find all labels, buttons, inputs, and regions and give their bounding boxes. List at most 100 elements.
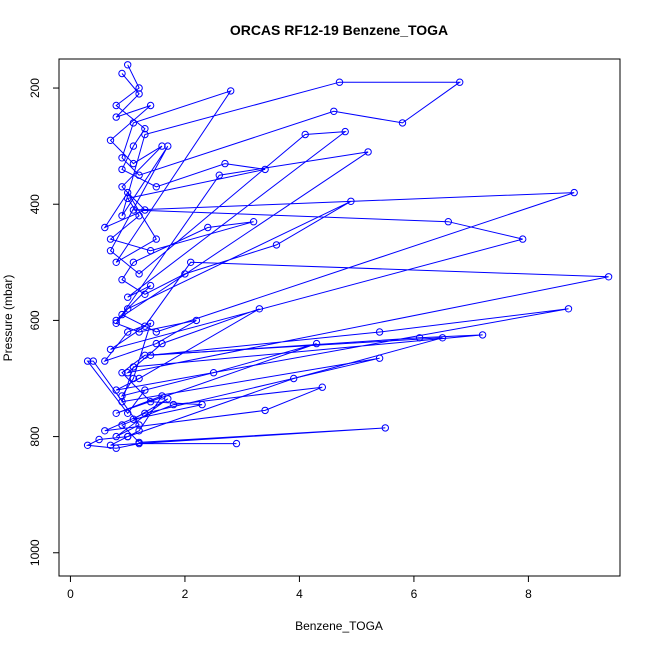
- y-tick-label: 1000: [28, 539, 42, 566]
- data-point: [192, 316, 201, 325]
- data-point: [141, 386, 149, 394]
- y-tick-label: 800: [28, 426, 42, 446]
- y-axis-label: Pressure (mbar): [1, 275, 15, 362]
- data-point: [141, 290, 149, 298]
- data-point: [169, 400, 178, 409]
- data-point: [141, 130, 149, 139]
- data-point: [124, 432, 132, 441]
- data-point: [89, 357, 98, 365]
- data-point: [118, 183, 126, 191]
- data-point: [135, 212, 143, 220]
- x-tick-label: 2: [182, 587, 189, 601]
- data-point: [335, 78, 344, 86]
- data-point: [124, 328, 132, 336]
- data-point: [187, 258, 195, 266]
- data-point: [95, 435, 103, 444]
- y-tick-label: 400: [28, 194, 42, 214]
- data-point: [164, 395, 172, 403]
- data-point: [112, 444, 120, 452]
- data-point: [106, 235, 115, 243]
- data-point: [112, 258, 120, 266]
- data-point: [141, 125, 149, 133]
- data-point: [519, 235, 527, 243]
- data-point: [570, 188, 578, 197]
- data-point: [129, 159, 138, 168]
- data-point: [106, 247, 115, 255]
- data-point: [118, 421, 126, 429]
- data-point: [118, 154, 126, 162]
- data-point: [272, 241, 281, 249]
- data-point: [124, 188, 132, 197]
- plot-area: [83, 61, 613, 452]
- data-point: [198, 400, 206, 409]
- data-point: [135, 328, 143, 336]
- data-point: [146, 101, 155, 110]
- data-point: [135, 421, 143, 429]
- data-point: [261, 165, 269, 174]
- data-point: [398, 119, 407, 127]
- data-point: [261, 406, 269, 415]
- x-tick-label: 0: [67, 587, 74, 601]
- data-point: [112, 101, 120, 110]
- data-point: [456, 78, 464, 86]
- data-point: [118, 276, 126, 284]
- x-tick-label: 4: [296, 587, 303, 601]
- data-point: [118, 165, 126, 174]
- data-point: [124, 305, 132, 313]
- x-tick-label: 6: [411, 587, 418, 601]
- data-point: [101, 427, 109, 435]
- chart-title: ORCAS RF12-19 Benzene_TOGA: [230, 22, 448, 38]
- data-point: [341, 127, 349, 136]
- data-point: [227, 87, 235, 95]
- data-point: [118, 369, 126, 377]
- y-axis: 200 400 600 800 1000: [28, 78, 60, 566]
- data-point: [124, 293, 132, 301]
- data-point: [364, 148, 372, 156]
- data-point: [141, 351, 149, 359]
- data-point: [146, 281, 155, 290]
- data-point: [112, 409, 120, 417]
- data-point: [135, 84, 143, 92]
- data-point: [101, 223, 109, 232]
- data-point: [83, 357, 92, 365]
- x-axis: 0 2 4 6 8: [67, 575, 532, 601]
- data-point: [444, 218, 452, 226]
- data-point: [135, 374, 143, 383]
- data-point: [215, 171, 224, 179]
- data-point: [232, 439, 241, 448]
- data-point: [124, 61, 132, 69]
- x-axis-label: Benzene_TOGA: [295, 619, 383, 633]
- data-point: [135, 427, 143, 435]
- data-point: [106, 441, 115, 449]
- data-point: [604, 273, 613, 281]
- data-layer: [83, 61, 613, 452]
- data-point: [152, 183, 161, 191]
- data-point: [209, 369, 218, 377]
- data-point: [415, 334, 424, 342]
- data-point: [158, 142, 166, 150]
- data-point: [112, 319, 120, 327]
- data-point: [118, 69, 126, 78]
- data-point: [141, 206, 149, 214]
- data-point: [290, 374, 298, 383]
- x-tick-label: 8: [525, 587, 532, 601]
- data-point: [301, 130, 309, 139]
- series-line: [85, 73, 609, 449]
- data-point: [112, 113, 120, 121]
- data-point: [146, 247, 155, 255]
- data-point: [381, 424, 389, 432]
- data-point: [129, 415, 138, 423]
- data-point: [158, 392, 166, 400]
- data-point: [152, 235, 161, 243]
- data-point: [347, 197, 355, 206]
- data-point: [83, 441, 92, 449]
- data-point: [438, 334, 447, 342]
- data-point: [112, 432, 120, 441]
- data-point: [249, 218, 258, 226]
- data-point: [118, 392, 126, 400]
- series-line: [86, 64, 443, 438]
- data-point: [135, 439, 143, 448]
- data-point: [255, 305, 264, 313]
- data-point: [135, 270, 143, 278]
